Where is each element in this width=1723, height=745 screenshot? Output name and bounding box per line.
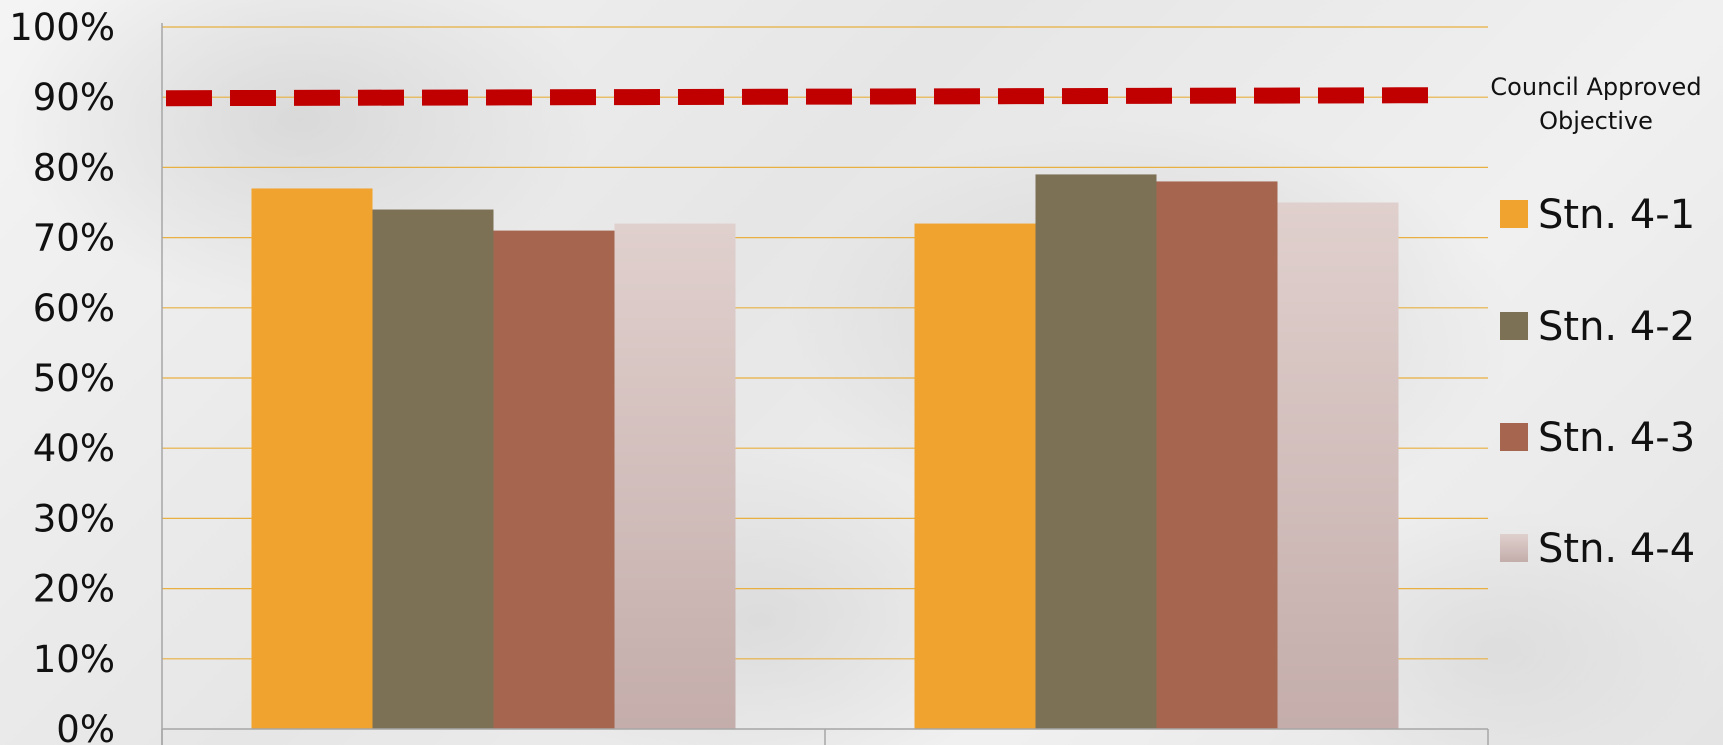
y-tick-label: 40% [33,427,115,470]
y-tick-label: 20% [33,568,115,611]
legend-swatch-3 [1500,423,1528,451]
bar-stn-4-1-group-1 [252,188,373,729]
y-tick-label: 90% [33,76,115,119]
bars [252,174,1399,729]
y-tick-label: 80% [33,146,115,189]
legend-label-4: Stn. 4-4 [1538,526,1695,572]
y-tick-label: 70% [33,217,115,260]
legend: Council Approved Objective Stn. 4-1 Stn. 4-… [1490,73,1701,572]
legend-swatch-4 [1500,534,1528,562]
legend-swatch-1 [1500,200,1528,228]
y-tick-label: 10% [33,638,115,681]
bar-stn-4-3-group-1 [494,231,615,729]
bar-stn-4-4-group-2 [1278,203,1399,730]
bar-stn-4-4-group-1 [615,224,736,729]
bar-stn-4-2-group-2 [1036,174,1157,729]
legend-label-1: Stn. 4-1 [1538,192,1695,238]
bar-stn-4-2-group-1 [373,210,494,729]
y-tick-label: 60% [33,287,115,330]
y-axis-tick-labels: 0% 10% 20% 30% 40% 50% 60% 70% 80% 90% 100% [9,6,115,745]
legend-label-reference-line: Council Approved Objective [1490,73,1701,135]
bar-stn-4-3-group-2 [1157,181,1278,729]
legend-label-2: Stn. 4-2 [1538,304,1695,350]
y-tick-label: 100% [9,6,115,49]
y-tick-label: 30% [33,497,115,540]
legend-swatch-2 [1500,312,1528,340]
bar-stn-4-1-group-2 [915,224,1036,729]
legend-label-3: Stn. 4-3 [1538,415,1695,461]
y-tick-label: 50% [33,357,115,400]
y-tick-label: 0% [56,708,115,745]
